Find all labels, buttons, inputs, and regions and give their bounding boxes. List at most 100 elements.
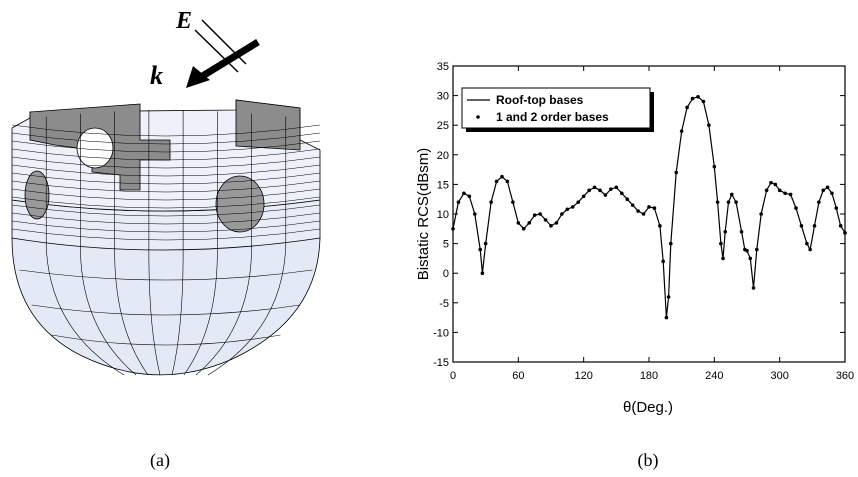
data-point <box>506 180 510 184</box>
x-axis-label: θ(Deg.) <box>623 399 673 416</box>
field-label: E <box>175 8 192 34</box>
lower-hemisphere <box>12 238 320 375</box>
data-point <box>473 212 477 216</box>
data-point <box>834 206 838 210</box>
caption: (a) <box>150 450 170 471</box>
data-point <box>821 189 825 193</box>
caption: (b) <box>638 450 659 471</box>
data-point <box>560 212 564 216</box>
x-tick-label: 240 <box>705 370 723 382</box>
figure: E k (a) (b) θ(Deg.) Bistatic RCS(dBsm) -… <box>0 0 858 477</box>
data-point <box>462 191 466 195</box>
y-tick-label: 0 <box>443 268 449 280</box>
y-tick-label: 25 <box>437 120 449 132</box>
data-point <box>752 286 756 290</box>
data-point <box>669 242 673 246</box>
y-axis-label: Bistatic RCS(dBsm) <box>415 148 432 281</box>
data-point <box>468 194 472 198</box>
data-point <box>696 95 700 99</box>
data-point <box>593 186 597 190</box>
data-point <box>544 218 548 222</box>
port <box>25 171 49 219</box>
data-point <box>533 213 537 217</box>
data-point <box>765 189 769 193</box>
data-point <box>571 205 575 209</box>
data-point <box>566 207 570 211</box>
data-point <box>609 187 613 191</box>
data-point <box>642 212 646 216</box>
data-point <box>457 200 461 204</box>
data-point <box>691 97 695 101</box>
data-point <box>549 224 553 228</box>
data-point <box>800 224 804 228</box>
data-point <box>500 175 504 179</box>
data-point <box>522 227 526 231</box>
y-tick-label: 20 <box>437 150 449 162</box>
data-point <box>658 224 662 228</box>
data-point <box>817 200 821 204</box>
data-point <box>813 224 817 228</box>
data-point <box>636 209 640 213</box>
data-point <box>734 200 738 204</box>
x-tick-label: 300 <box>770 370 788 382</box>
data-point <box>839 224 843 228</box>
data-point <box>604 193 608 197</box>
x-tick-label: 120 <box>574 370 592 382</box>
data-point <box>759 212 763 216</box>
data-point <box>582 194 586 198</box>
data-point <box>789 193 793 197</box>
gray-patch <box>236 100 300 150</box>
y-tick-label: -5 <box>439 298 449 310</box>
x-tick-label: 360 <box>836 370 854 382</box>
mesh-drawing <box>12 100 320 375</box>
data-point <box>713 165 717 169</box>
data-point <box>587 189 591 193</box>
data-point <box>576 200 580 204</box>
hole <box>77 128 113 168</box>
data-point <box>511 200 515 204</box>
data-point <box>721 257 725 261</box>
data-point <box>826 186 830 190</box>
legend-label: Roof-top bases <box>496 93 584 107</box>
data-point <box>719 242 723 246</box>
data-point <box>680 129 684 133</box>
data-point <box>489 200 493 204</box>
data-point <box>702 100 706 104</box>
x-tick-label: 180 <box>640 370 658 382</box>
data-point <box>517 221 521 225</box>
y-tick-label: -15 <box>433 357 449 369</box>
data-point <box>598 189 602 193</box>
data-point <box>665 316 669 320</box>
data-point <box>707 123 711 127</box>
data-point <box>495 180 499 184</box>
data-point <box>830 191 834 195</box>
data-point <box>745 249 749 253</box>
y-tick-label: 10 <box>437 209 449 221</box>
data-point <box>783 191 787 195</box>
y-tick-label: 30 <box>437 91 449 103</box>
x-tick-label: 60 <box>512 370 524 382</box>
legend-marker <box>476 115 480 119</box>
x-tick-label: 0 <box>450 370 456 382</box>
y-tick-label: 5 <box>443 239 449 251</box>
data-point <box>685 106 689 110</box>
data-point <box>647 205 651 209</box>
data-point <box>716 200 720 204</box>
data-point <box>661 260 665 264</box>
data-point <box>730 193 734 197</box>
data-point <box>555 221 559 225</box>
data-point <box>527 221 531 225</box>
data-point <box>484 242 488 246</box>
data-point <box>740 230 744 234</box>
legend-label: 1 and 2 order bases <box>496 110 609 124</box>
data-point <box>794 206 798 210</box>
data-point <box>805 242 809 246</box>
data-point <box>778 189 782 193</box>
y-tick-label: 35 <box>437 61 449 73</box>
data-point <box>478 248 482 252</box>
data-point <box>843 231 847 235</box>
y-tick-label: -10 <box>433 327 449 339</box>
data-point <box>727 200 731 204</box>
data-point <box>631 203 635 207</box>
wave-indicator: E k <box>150 8 258 90</box>
